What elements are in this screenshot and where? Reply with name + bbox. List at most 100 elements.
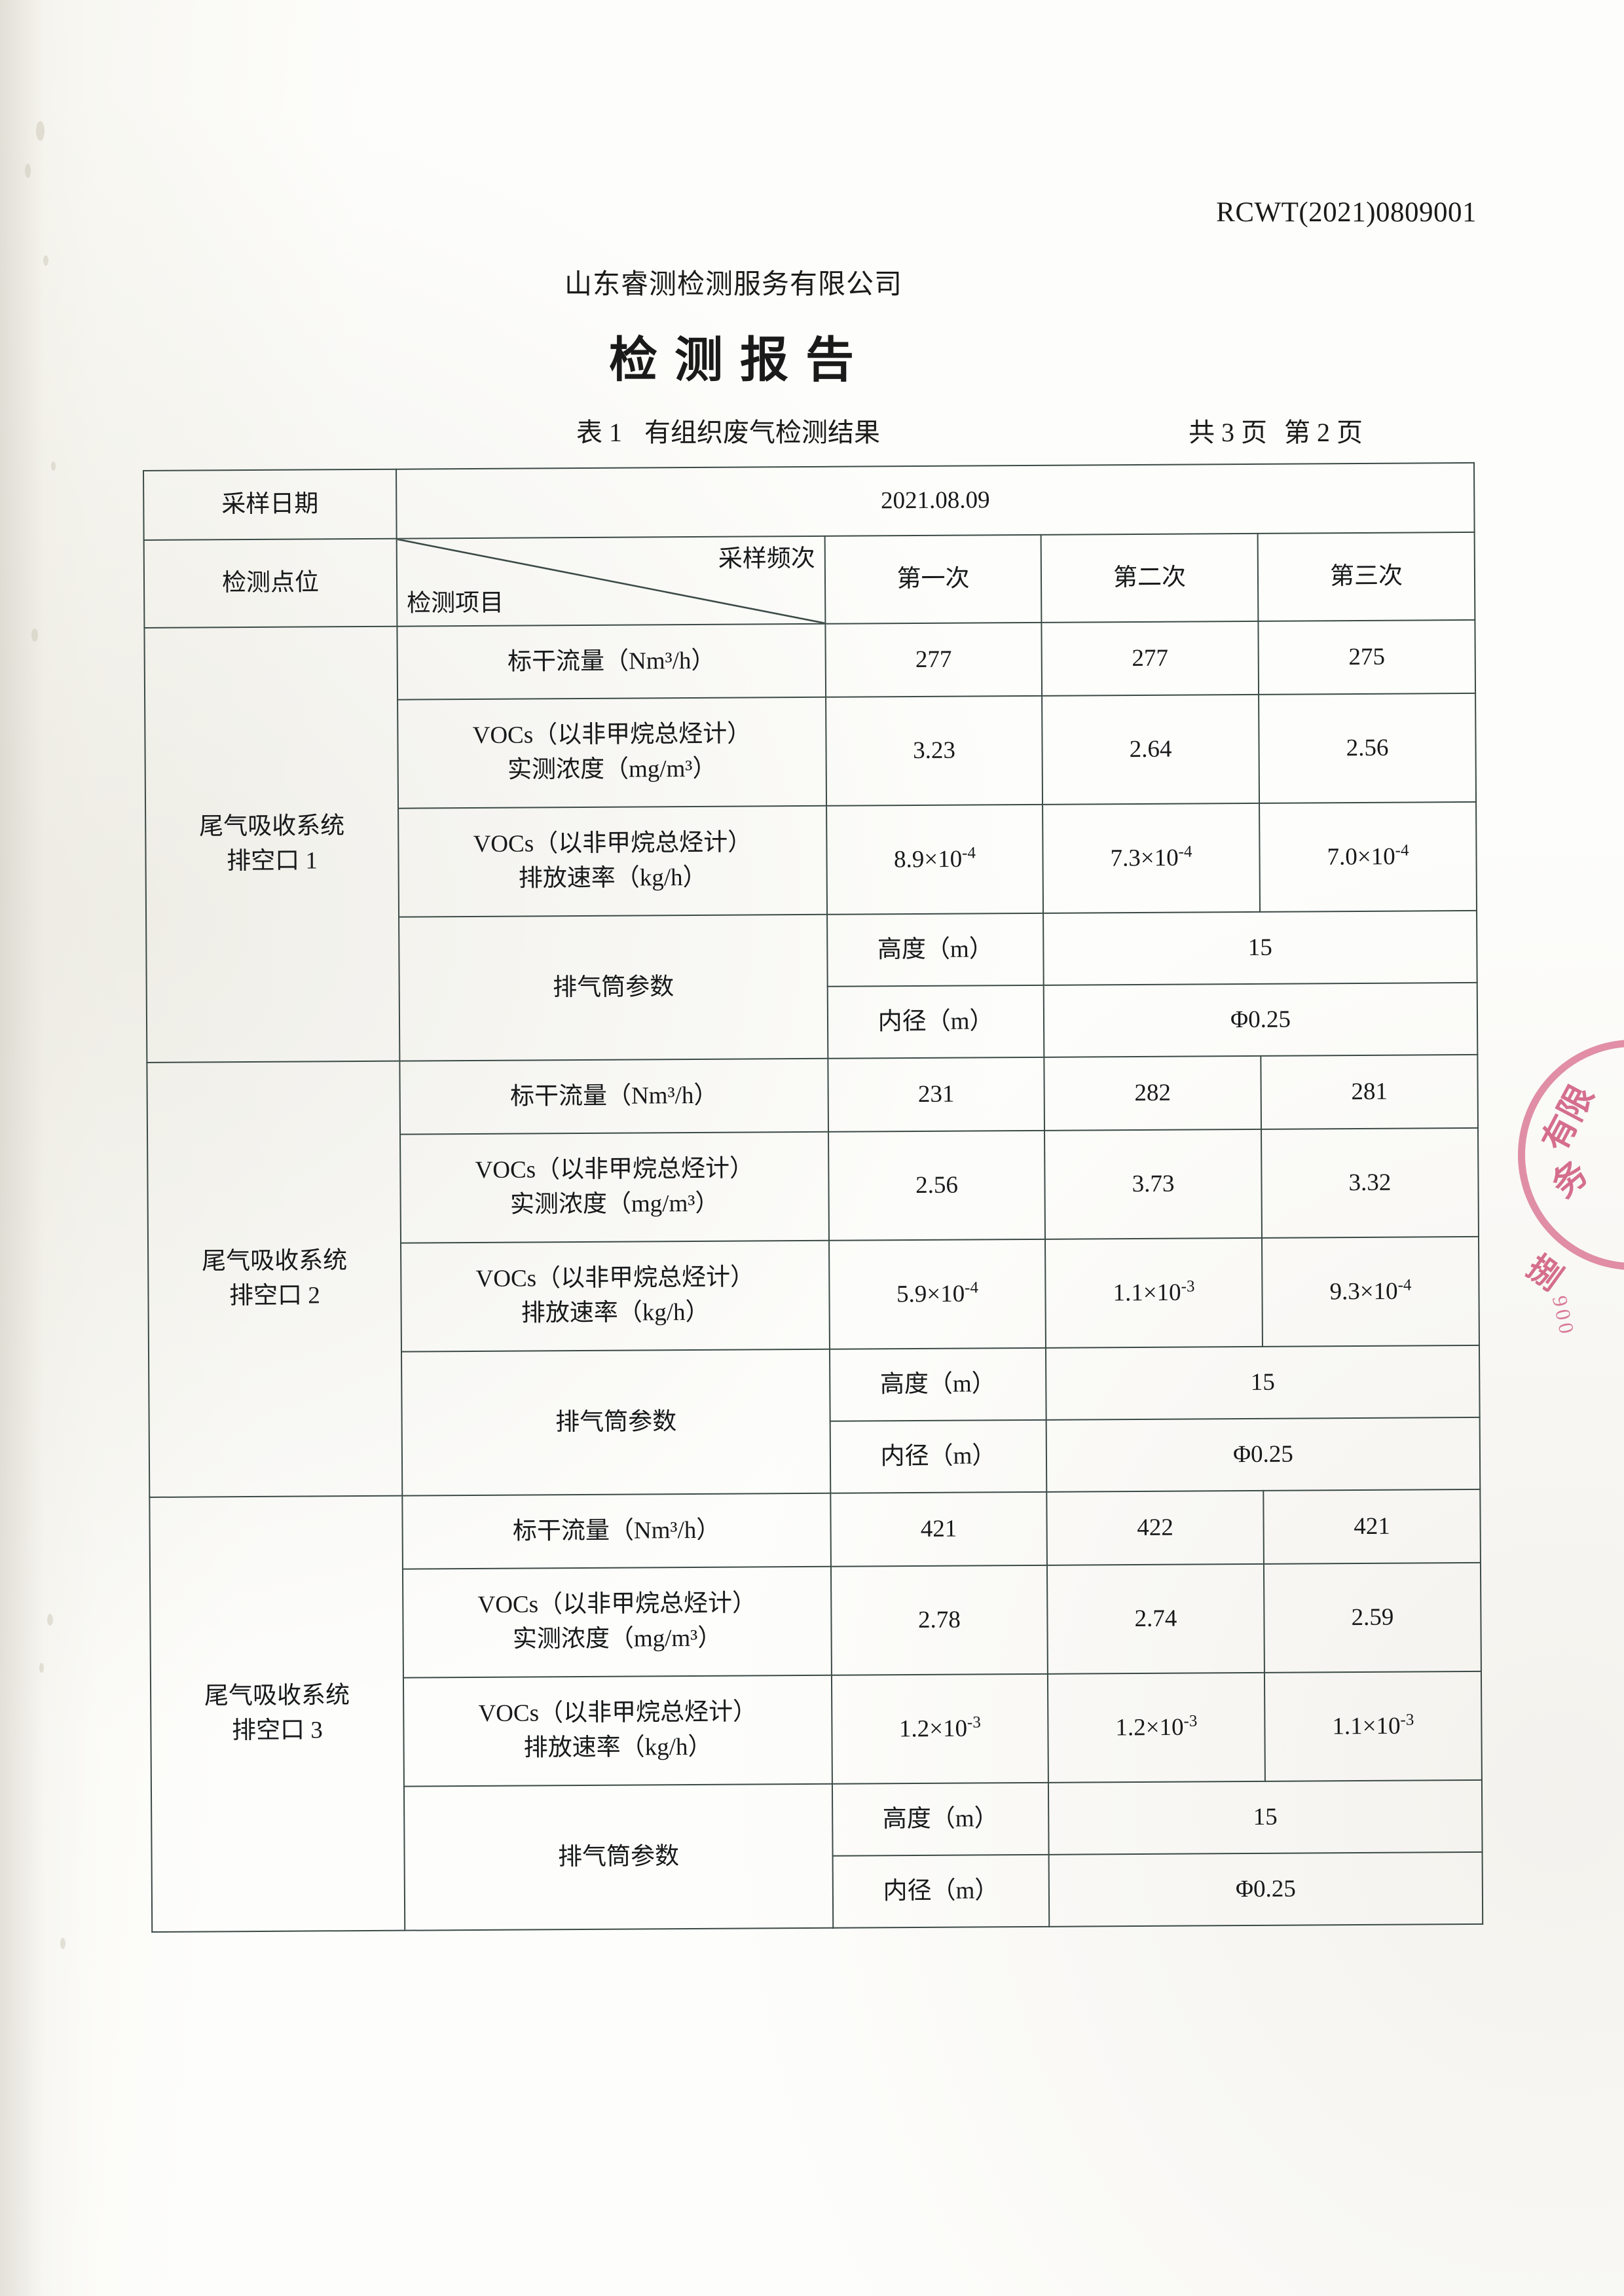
run-3-header: 第三次 — [1257, 532, 1475, 621]
flow-value-run2: 282 — [1044, 1055, 1262, 1131]
point-name-line2: 排空口 1 — [227, 847, 318, 875]
stack-height-label: 高度（m） — [827, 913, 1044, 987]
stack-height-value: 15 — [1045, 1345, 1480, 1420]
table-caption: 表 1 有组织废气检测结果 — [576, 411, 880, 449]
sampling-date-row: 采样日期 2021.08.09 — [143, 462, 1475, 540]
concentration-value-run1: 3.23 — [826, 695, 1043, 806]
scan-speck — [43, 255, 48, 266]
emission-rate-value-run1: 1.2×10-3 — [831, 1673, 1048, 1784]
table-caption-title: 有组织废气检测结果 — [644, 418, 880, 447]
emission-rate-value-run2: 1.1×10-3 — [1044, 1237, 1263, 1348]
table-row: 尾气吸收系统 排空口 3 标干流量（Nm³/h） 421 422 421 — [149, 1489, 1481, 1932]
measurement-point-2: 尾气吸收系统 排空口 2 — [147, 1061, 403, 1497]
emission-rate-label: VOCs（以非甲烷总烃计） 排放速率（kg/h） — [401, 1240, 830, 1352]
table-row: 尾气吸收系统 排空口 2 标干流量（Nm³/h） 231 282 281 — [147, 1054, 1478, 1497]
concentration-label: VOCs（以非甲烷总烃计） 实测浓度（mg/m³） — [400, 1131, 830, 1243]
run-2-header: 第二次 — [1041, 533, 1259, 623]
concentration-label-line1: VOCs（以非甲烷总烃计） — [477, 1590, 757, 1619]
concentration-value-run3: 2.59 — [1263, 1562, 1481, 1673]
scan-speck — [47, 1614, 53, 1626]
stack-height-label: 高度（m） — [829, 1347, 1046, 1421]
stack-diameter-label: 内径（m） — [827, 985, 1044, 1059]
concentration-label: VOCs（以非甲烷总烃计） 实测浓度（mg/m³） — [397, 697, 827, 809]
emission-rate-value-run3: 9.3×10-4 — [1261, 1236, 1479, 1347]
point-column-header: 检测点位 — [143, 538, 397, 628]
scan-edge-shadow — [0, 0, 98, 2296]
emission-rate-label-line2: 排放速率（kg/h） — [518, 864, 707, 892]
concentration-value-run2: 2.74 — [1046, 1563, 1264, 1674]
point-name-line1: 尾气吸收系统 — [202, 1247, 348, 1275]
page-current: 第 2 页 — [1284, 418, 1363, 447]
emission-rate-label: VOCs（以非甲烷总烃计） 排放速率（kg/h） — [398, 805, 828, 917]
point-name-line2: 排空口 2 — [229, 1282, 320, 1310]
company-name: 山东睿测检测服务有限公司 — [564, 270, 903, 300]
stack-parameters-label: 排气筒参数 — [399, 914, 828, 1061]
emission-rate-value-run2: 7.3×10-4 — [1043, 803, 1261, 913]
concentration-value-run2: 2.64 — [1042, 694, 1260, 805]
table-caption-label: 表 1 — [576, 418, 622, 447]
company-seal-icon — [1518, 1040, 1624, 1270]
measurement-point-3: 尾气吸收系统 排空口 3 — [149, 1495, 405, 1932]
emission-rate-value-run1: 8.9×10-4 — [826, 804, 1044, 915]
stack-diameter-value: Φ0.25 — [1048, 1851, 1483, 1927]
run-1-header: 第一次 — [824, 534, 1042, 624]
scan-speck — [51, 462, 56, 471]
flow-value-run3: 421 — [1263, 1489, 1481, 1564]
page-indicator: 共 3 页第 2 页 — [1189, 411, 1363, 449]
flow-value-run3: 275 — [1258, 619, 1476, 695]
concentration-label-line1: VOCs（以非甲烷总烃计） — [472, 720, 752, 750]
scan-speck — [31, 629, 38, 642]
page-total: 共 3 页 — [1189, 418, 1267, 447]
point-name-line1: 尾气吸收系统 — [199, 812, 345, 841]
frequency-item-split-header: 采样频次 检测项目 — [396, 536, 826, 627]
emission-rate-label-line2: 排放速率（kg/h） — [521, 1298, 710, 1327]
emission-rate-value-run2: 1.2×10-3 — [1047, 1672, 1265, 1783]
concentration-value-run2: 3.73 — [1044, 1129, 1262, 1239]
concentration-label: VOCs（以非甲烷总烃计） 实测浓度（mg/m³） — [402, 1566, 832, 1678]
report-number: RCWT(2021)0809001 — [1216, 197, 1477, 228]
emission-rate-value-run1: 5.9×10-4 — [829, 1239, 1046, 1349]
flow-value-run1: 231 — [828, 1057, 1045, 1132]
concentration-label-line1: VOCs（以非甲烷总烃计） — [475, 1155, 754, 1184]
emission-rate-label-line1: VOCs（以非甲烷总烃计） — [473, 829, 752, 858]
sampling-date-value: 2021.08.09 — [396, 462, 1475, 539]
flow-value-run3: 281 — [1261, 1054, 1478, 1129]
measurement-point-1: 尾气吸收系统 排空口 1 — [144, 626, 400, 1063]
concentration-value-run1: 2.78 — [830, 1565, 1048, 1675]
concentration-value-run3: 2.56 — [1259, 693, 1477, 803]
stack-height-value: 15 — [1048, 1779, 1483, 1855]
stack-diameter-value: Φ0.25 — [1046, 1417, 1481, 1492]
point-name-line1: 尾气吸收系统 — [204, 1682, 350, 1710]
stack-parameters-label: 排气筒参数 — [401, 1349, 831, 1496]
concentration-label-line2: 实测浓度（mg/m³） — [509, 1190, 720, 1218]
item-label: 检测项目 — [407, 590, 504, 618]
flow-value-run2: 277 — [1041, 621, 1259, 696]
concentration-label-line2: 实测浓度（mg/m³） — [512, 1624, 722, 1653]
seal-number: 900 — [1547, 1293, 1580, 1339]
emission-rate-value-run3: 7.0×10-4 — [1259, 801, 1477, 912]
seal-text-bottom: 捌 — [1520, 1248, 1569, 1298]
flow-value-run1: 421 — [830, 1491, 1047, 1567]
stack-diameter-value: Φ0.25 — [1043, 982, 1478, 1057]
scan-speck — [39, 1663, 44, 1673]
sampling-date-label: 采样日期 — [143, 469, 397, 540]
diagonal-divider-icon — [397, 538, 825, 625]
scan-speck — [36, 121, 45, 141]
concentration-value-run3: 3.32 — [1261, 1127, 1479, 1238]
flow-value-run1: 277 — [825, 622, 1043, 697]
point-name-line2: 排空口 3 — [231, 1717, 323, 1745]
seal-text-top: 有限 — [1536, 1080, 1601, 1157]
stack-height-value: 15 — [1043, 910, 1477, 985]
flow-label: 标干流量（Nm³/h） — [397, 623, 826, 700]
stack-height-label: 高度（m） — [832, 1782, 1049, 1856]
table-row: 尾气吸收系统 排空口 1 标干流量（Nm³/h） 277 277 275 — [144, 619, 1476, 1063]
organized-exhaust-results-table: 采样日期 2021.08.09 检测点位 采样频次 检测项目 第一次 第二次 — [143, 462, 1483, 1933]
emission-rate-label-line1: VOCs（以非甲烷总烃计） — [475, 1264, 755, 1293]
results-table-container: 采样日期 2021.08.09 检测点位 采样频次 检测项目 第一次 第二次 — [143, 462, 1483, 1933]
emission-rate-value-run3: 1.1×10-3 — [1264, 1671, 1482, 1781]
scan-speck — [25, 164, 31, 178]
flow-value-run2: 422 — [1046, 1490, 1264, 1565]
seal-text-mid: 务 — [1545, 1154, 1596, 1205]
column-header-row: 检测点位 采样频次 检测项目 第一次 第二次 第三次 — [143, 532, 1475, 628]
